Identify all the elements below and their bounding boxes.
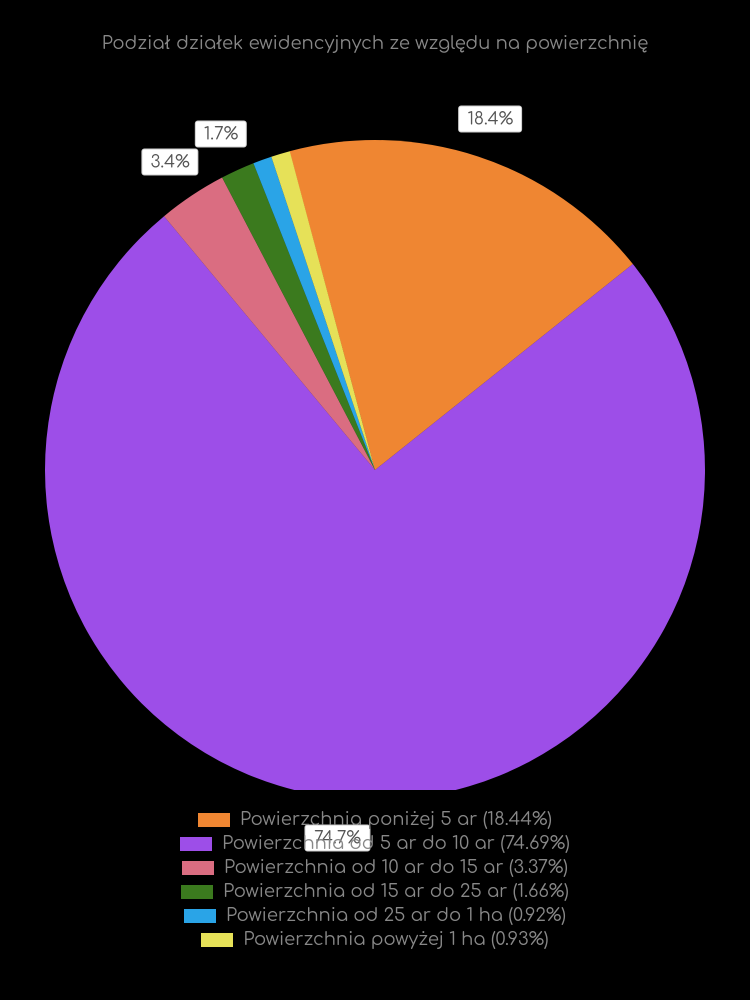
- legend-swatch: [201, 933, 233, 947]
- legend-item: Powierzchnia od 10 ar do 15 ar (3.37%): [182, 858, 568, 878]
- legend-item: Powierzchnia od 5 ar do 10 ar (74.69%): [180, 834, 570, 854]
- pie-svg: [25, 90, 725, 790]
- legend-swatch: [181, 885, 213, 899]
- legend-swatch: [180, 837, 212, 851]
- legend-label: Powierzchnia powyżej 1 ha (0.93%): [243, 930, 548, 950]
- legend: Powierzchnia poniżej 5 ar (18.44%) Powier…: [0, 810, 750, 950]
- legend-swatch: [182, 861, 214, 875]
- chart-title: Podział działek ewidencyjnych ze względu…: [0, 34, 750, 54]
- slice-label: 18.4%: [458, 105, 522, 132]
- pie-wrap: 18.4%74.7%3.4%1.7%: [25, 90, 725, 790]
- legend-label: Powierzchnia od 15 ar do 25 ar (1.66%): [223, 882, 569, 902]
- legend-swatch: [198, 813, 230, 827]
- slice-label: 1.7%: [195, 120, 247, 147]
- legend-label: Powierzchnia poniżej 5 ar (18.44%): [240, 810, 552, 830]
- legend-item: Powierzchnia powyżej 1 ha (0.93%): [201, 930, 548, 950]
- legend-label: Powierzchnia od 5 ar do 10 ar (74.69%): [222, 834, 570, 854]
- legend-label: Powierzchnia od 25 ar do 1 ha (0.92%): [226, 906, 566, 926]
- legend-item: Powierzchnia od 15 ar do 25 ar (1.66%): [181, 882, 569, 902]
- slice-label: 3.4%: [141, 149, 198, 176]
- pie-chart-container: Podział działek ewidencyjnych ze względu…: [0, 0, 750, 1000]
- legend-label: Powierzchnia od 10 ar do 15 ar (3.37%): [224, 858, 568, 878]
- legend-item: Powierzchnia poniżej 5 ar (18.44%): [198, 810, 552, 830]
- legend-item: Powierzchnia od 25 ar do 1 ha (0.92%): [184, 906, 566, 926]
- legend-swatch: [184, 909, 216, 923]
